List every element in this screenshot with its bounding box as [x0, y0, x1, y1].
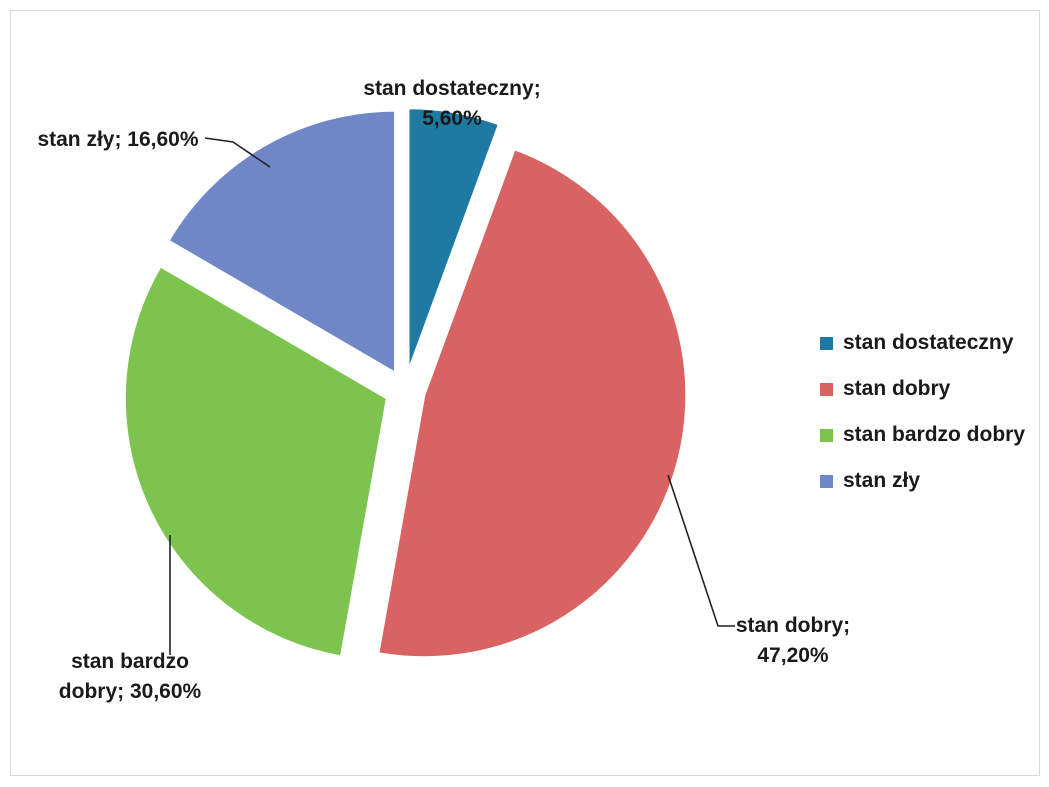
leader-lines [169, 137, 735, 655]
slice-labels: stan dostateczny; 5,60%stan dobry; 47,20%s… [37, 77, 850, 703]
legend-swatch [820, 474, 833, 488]
legend-swatch [820, 428, 833, 442]
pie-slice-stan-bardzo-dobry [123, 265, 388, 658]
data-label-stan-dobry: stan dobry; 47,20% [736, 614, 850, 667]
data-label-line: dobry; 30,60% [59, 680, 202, 703]
data-label-stan-dostateczny: stan dostateczny; 5,60% [363, 77, 540, 130]
legend-item-stan-dostateczny: stan dostateczny [820, 320, 1025, 366]
data-label-stan-bardzo-dobry: stan bardzo dobry; 30,60% [59, 650, 202, 703]
data-label-line: stan bardzo [71, 650, 189, 673]
data-label-line: 47,20% [757, 644, 829, 667]
legend-swatch [820, 382, 833, 396]
data-label-line: stan zły; 16,60% [37, 128, 198, 151]
pie-slices [123, 107, 688, 659]
pie-slice-stan-dostateczny [407, 107, 501, 371]
legend-label: stan dobry [843, 377, 951, 400]
legend-item-stan-bardzo-dobry: stan bardzo dobry [820, 412, 1025, 458]
legend: stan dostateczny stan dobry stan bardzo do… [820, 320, 1025, 504]
pie-slice-stan-dobry [377, 147, 688, 659]
data-label-stan-zly: stan zły; 16,60% [37, 128, 198, 151]
legend-swatch [820, 336, 833, 350]
pie-slice-stan-zly [167, 109, 397, 375]
legend-label: stan zły [843, 469, 921, 492]
data-label-line: 5,60% [422, 107, 482, 130]
data-label-line: stan dostateczny; [363, 77, 540, 100]
data-label-line: stan dobry; [736, 614, 850, 637]
legend-item-stan-dobry: stan dobry [820, 366, 1025, 412]
leader-line-stan-zly [204, 137, 271, 168]
legend-item-stan-zly: stan zły [820, 458, 1025, 504]
legend-label: stan dostateczny [843, 331, 1014, 354]
legend-label: stan bardzo dobry [843, 423, 1026, 446]
leader-line-stan-dobry [667, 474, 735, 627]
